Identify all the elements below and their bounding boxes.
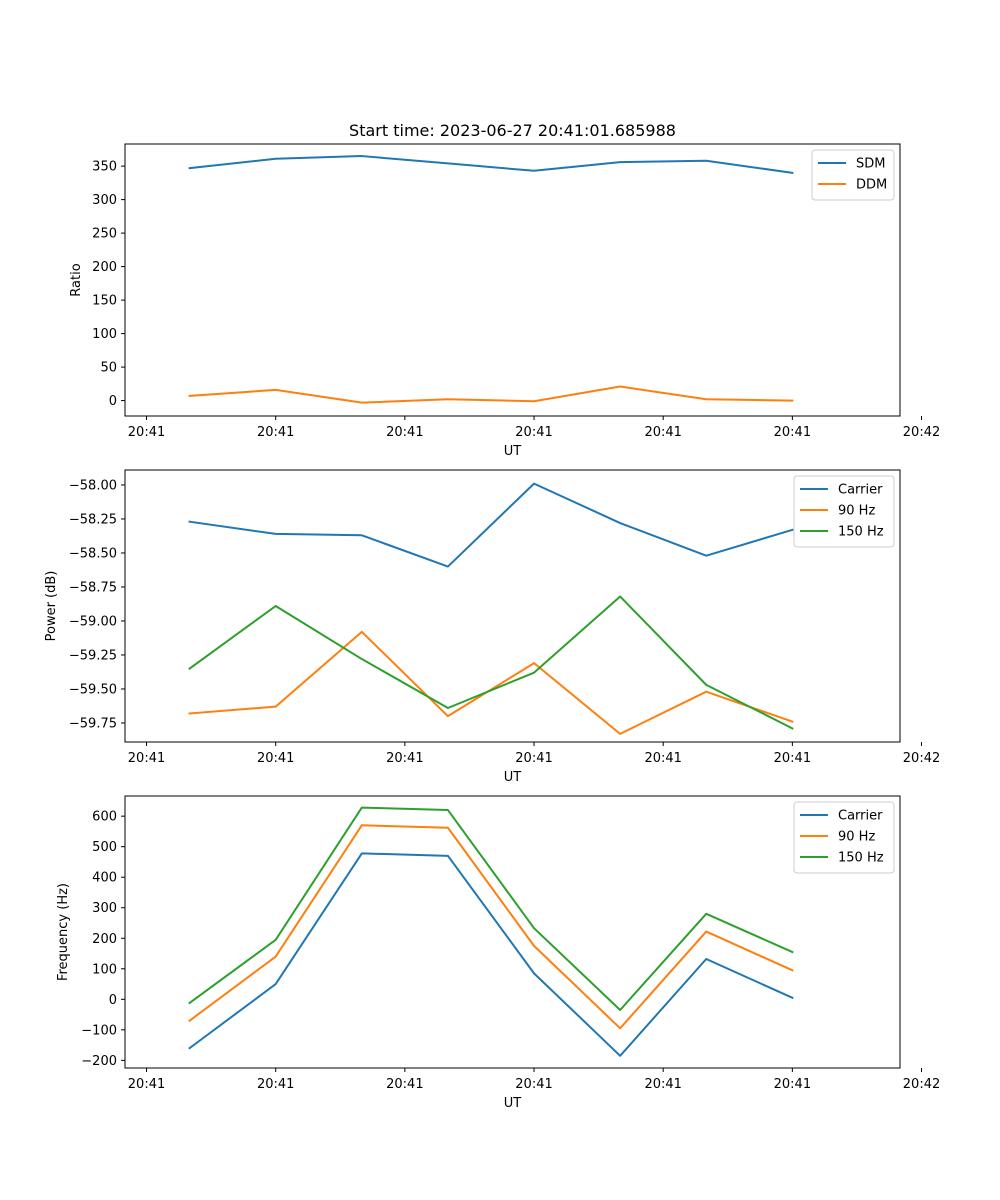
power-y-tick-label: −59.00 — [69, 614, 117, 629]
power-y-tick-label: −58.00 — [69, 478, 117, 493]
ratio-y-axis-label: Ratio — [69, 263, 84, 296]
frequency-x-tick-label: 20:41 — [128, 1077, 165, 1092]
power-y-tick-label: −58.75 — [69, 580, 117, 595]
power-legend-label-carrier: Carrier — [838, 483, 883, 498]
frequency-series-150-hz — [188, 806, 794, 1011]
power-x-axis-label: UT — [504, 770, 522, 785]
ratio-x-tick-label: 20:42 — [903, 425, 940, 440]
power-y-tick-label: −58.50 — [69, 546, 117, 561]
frequency-y-tick-label: −100 — [81, 1023, 117, 1038]
frequency-legend-frame — [793, 801, 895, 874]
power-x-tick-label: 20:42 — [903, 751, 940, 766]
frequency-x-tick-label: 20:42 — [903, 1077, 940, 1092]
ratio-legend: SDM DDM — [811, 149, 895, 201]
frequency-series-carrier — [188, 852, 794, 1057]
power-y-tick-label: −59.50 — [69, 682, 117, 697]
ratio-series-ddm — [188, 385, 794, 404]
ratio-x-axis-label: UT — [504, 444, 522, 459]
ratio-y-tick-label: 250 — [92, 227, 117, 242]
frequency-y-tick-label: 200 — [92, 932, 117, 947]
chart-title: Start time: 2023-06-27 20:41:01.685988 — [349, 121, 676, 140]
frequency-x-tick-label: 20:41 — [515, 1077, 552, 1092]
power-y-tick-label: −58.25 — [69, 512, 117, 527]
ratio-x-tick-label: 20:41 — [515, 425, 552, 440]
power-y-tick-label: −59.75 — [69, 716, 117, 731]
power-x-tick-label: 20:41 — [774, 751, 811, 766]
ratio-panel: 0 50 100 150 200 250 300 350 20:41 20:41 20:41 20:4… — [69, 143, 940, 459]
ratio-legend-label-sdm: SDM — [856, 157, 885, 172]
ratio-y-tick-label: 0 — [109, 394, 117, 409]
power-legend: Carrier 90 Hz 150 Hz — [793, 475, 895, 548]
frequency-y-tick-label: 100 — [92, 962, 117, 977]
frequency-axes-frame — [124, 795, 901, 1069]
power-legend-label-90-hz: 90 Hz — [838, 504, 875, 519]
frequency-series-90-hz — [188, 824, 794, 1030]
frequency-x-tick-label: 20:41 — [386, 1077, 423, 1092]
frequency-y-tick-label: 500 — [92, 840, 117, 855]
power-series-150-hz — [188, 595, 794, 730]
ratio-x-tick-label: 20:41 — [386, 425, 423, 440]
frequency-x-tick-label: 20:41 — [644, 1077, 681, 1092]
ratio-x-tick-label: 20:41 — [774, 425, 811, 440]
ratio-y-tick-label: 150 — [92, 294, 117, 309]
ratio-series-sdm — [188, 155, 794, 174]
frequency-y-tick-label: 400 — [92, 871, 117, 886]
ratio-y-tick-label: 100 — [92, 327, 117, 342]
ratio-legend-label-ddm: DDM — [856, 178, 887, 193]
frequency-legend-label-carrier: Carrier — [838, 809, 883, 824]
power-x-tick-label: 20:41 — [386, 751, 423, 766]
ratio-x-tick-label: 20:41 — [257, 425, 294, 440]
ratio-y-tick-label: 200 — [92, 260, 117, 275]
ratio-axes-frame — [124, 143, 901, 417]
power-panel: −59.75 −59.50 −59.25 −59.00 −58.75 −58.50 −58.… — [44, 469, 940, 785]
power-axes-frame — [124, 469, 901, 743]
frequency-x-tick-label: 20:41 — [257, 1077, 294, 1092]
power-legend-frame — [793, 475, 895, 548]
power-x-tick-label: 20:41 — [644, 751, 681, 766]
frequency-y-tick-label: 0 — [109, 993, 117, 1008]
ratio-x-tick-label: 20:41 — [644, 425, 681, 440]
frequency-y-tick-label: 600 — [92, 810, 117, 825]
ratio-x-tick-label: 20:41 — [128, 425, 165, 440]
power-y-axis-label: Power (dB) — [44, 571, 59, 642]
frequency-x-tick-label: 20:41 — [774, 1077, 811, 1092]
power-y-tick-label: −59.25 — [69, 648, 117, 663]
power-x-tick-label: 20:41 — [257, 751, 294, 766]
frequency-legend-label-150-hz: 150 Hz — [838, 851, 884, 866]
ratio-y-tick-label: 300 — [92, 193, 117, 208]
ratio-y-tick-label: 350 — [92, 160, 117, 175]
frequency-y-axis-label: Frequency (Hz) — [56, 883, 71, 981]
power-series-carrier — [188, 482, 794, 568]
frequency-y-tick-label: −200 — [81, 1054, 117, 1069]
ratio-y-tick-label: 50 — [100, 361, 117, 376]
frequency-legend-label-90-hz: 90 Hz — [838, 830, 875, 845]
frequency-legend: Carrier 90 Hz 150 Hz — [793, 801, 895, 874]
frequency-panel: −200 −100 0 100 200 300 400 500 600 20:41 20:41 20:… — [56, 795, 940, 1111]
power-x-tick-label: 20:41 — [515, 751, 552, 766]
power-x-tick-label: 20:41 — [128, 751, 165, 766]
frequency-y-tick-label: 300 — [92, 901, 117, 916]
power-legend-label-150-hz: 150 Hz — [838, 525, 884, 540]
frequency-x-axis-label: UT — [504, 1096, 522, 1111]
